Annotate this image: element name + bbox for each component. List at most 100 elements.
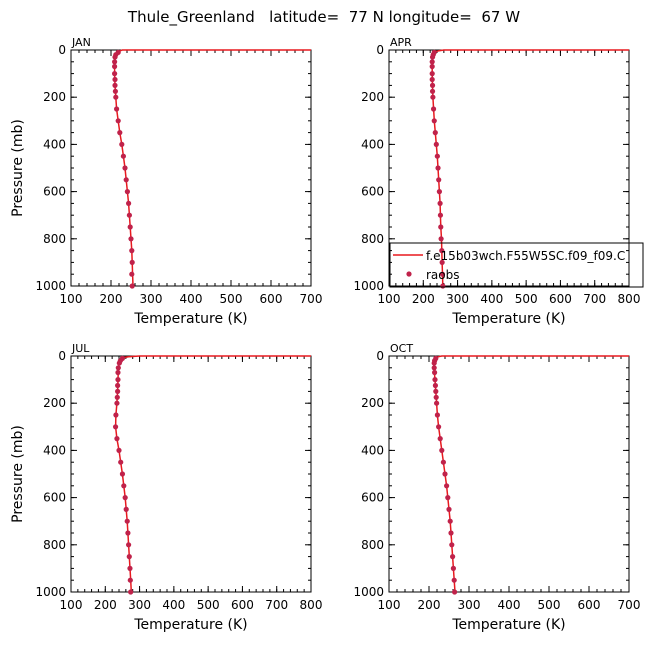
obs-point <box>429 63 435 70</box>
panel-label: JUL <box>71 342 90 355</box>
obs-point <box>123 506 129 512</box>
x-axis-label: Temperature (K) <box>451 617 565 633</box>
obs-point <box>112 71 118 77</box>
obs-point <box>450 554 456 560</box>
y-tick-label: 800 <box>361 232 384 246</box>
y-tick-label: 0 <box>58 43 66 57</box>
legend-box <box>389 242 644 288</box>
obs-point <box>431 360 437 366</box>
plot-frame <box>70 355 312 593</box>
obs-point <box>122 495 128 501</box>
obs-point <box>449 542 455 548</box>
y-tick-label: 400 <box>361 137 384 151</box>
obs-point <box>122 165 128 171</box>
plot-frame <box>388 355 630 593</box>
x-tick-label: 600 <box>549 292 572 306</box>
x-tick-label: 700 <box>583 292 606 306</box>
x-tick-label: 600 <box>231 598 254 612</box>
obs-point <box>125 530 131 536</box>
obs-point <box>448 530 454 536</box>
y-tick-label: 600 <box>361 185 384 199</box>
obs-point <box>117 130 123 136</box>
y-tick-label: 800 <box>43 232 66 246</box>
x-tick-label: 500 <box>220 292 243 306</box>
obs-point <box>112 76 118 83</box>
obs-point <box>429 71 435 77</box>
x-tick-label: 300 <box>140 292 163 306</box>
obs-point <box>452 589 458 595</box>
obs-point <box>429 88 436 94</box>
x-tick-label: 200 <box>94 598 117 612</box>
obs-point <box>432 130 438 136</box>
obs-point <box>451 577 457 583</box>
x-tick-label: 600 <box>260 292 283 306</box>
x-tick-label: 500 <box>197 598 220 612</box>
obs-point <box>438 236 444 242</box>
obs-point <box>112 54 118 60</box>
obs-point <box>120 153 126 159</box>
x-tick-label: 200 <box>100 292 123 306</box>
chart-panel-jul: 100 200 300 400 500 600 700 800 0 200 400 600 800 100… <box>10 342 322 633</box>
obs-point <box>115 377 121 383</box>
obs-point <box>128 236 134 242</box>
obs-point <box>115 118 121 124</box>
obs-point <box>432 377 438 383</box>
y-tick-label: 1000 <box>35 585 66 599</box>
obs-point <box>445 495 451 501</box>
obs-point <box>434 412 440 418</box>
obs-point <box>114 106 120 112</box>
obs-point <box>446 506 452 512</box>
obs-point <box>129 259 135 265</box>
x-tick-label: 100 <box>378 292 401 306</box>
x-tick-label: 800 <box>618 292 641 306</box>
x-axis-label: Temperature (K) <box>133 617 247 633</box>
x-tick-label: 600 <box>578 598 601 612</box>
y-tick-label: 400 <box>43 443 66 457</box>
obs-point <box>433 388 439 394</box>
obs-point <box>429 59 435 65</box>
y-axis-label: Pressure (mb) <box>10 119 26 217</box>
plot-frame <box>70 49 312 287</box>
x-tick-label: 500 <box>515 292 538 306</box>
obs-point <box>436 424 442 430</box>
legend-marker-swatch <box>406 271 412 277</box>
y-tick-label: 1000 <box>35 279 66 293</box>
obs-point <box>431 365 437 371</box>
obs-point <box>434 400 440 406</box>
x-axis-label: Temperature (K) <box>451 311 565 327</box>
obs-point <box>432 382 438 389</box>
obs-point <box>127 577 133 583</box>
obs-point <box>115 382 121 389</box>
y-tick-label: 0 <box>58 349 66 363</box>
obs-point <box>430 94 436 100</box>
y-tick-label: 600 <box>361 491 384 505</box>
obs-point <box>112 424 119 430</box>
chart-panel-jan: 100 200 300 400 500 600 700 0 200 400 600 800 1000 JA… <box>10 36 322 327</box>
panel-label: JAN <box>71 36 91 49</box>
x-tick-label: 800 <box>300 598 323 612</box>
x-tick-label: 400 <box>162 598 185 612</box>
panel-label: OCT <box>390 342 413 355</box>
y-axis-label: Pressure (mb) <box>10 425 26 523</box>
x-tick-label: 700 <box>618 598 641 612</box>
y-tick-label: 400 <box>361 443 384 457</box>
obs-point <box>439 248 445 254</box>
y-tick-label: 800 <box>43 538 66 552</box>
y-tick-label: 600 <box>43 491 66 505</box>
obs-point <box>112 59 118 65</box>
y-tick-label: 1000 <box>353 279 384 293</box>
y-tick-label: 1000 <box>353 585 384 599</box>
panels-group: 100 200 300 400 500 600 700 0 200 400 600 800 1000 JA… <box>10 36 644 633</box>
obs-point <box>429 76 435 83</box>
y-tick-label: 200 <box>43 396 66 410</box>
obs-point <box>115 388 121 394</box>
x-tick-label: 300 <box>446 292 469 306</box>
obs-point <box>433 394 439 400</box>
obs-point <box>450 565 456 572</box>
x-tick-label: 500 <box>538 598 561 612</box>
obs-point <box>126 542 132 548</box>
x-tick-label: 700 <box>265 598 288 612</box>
